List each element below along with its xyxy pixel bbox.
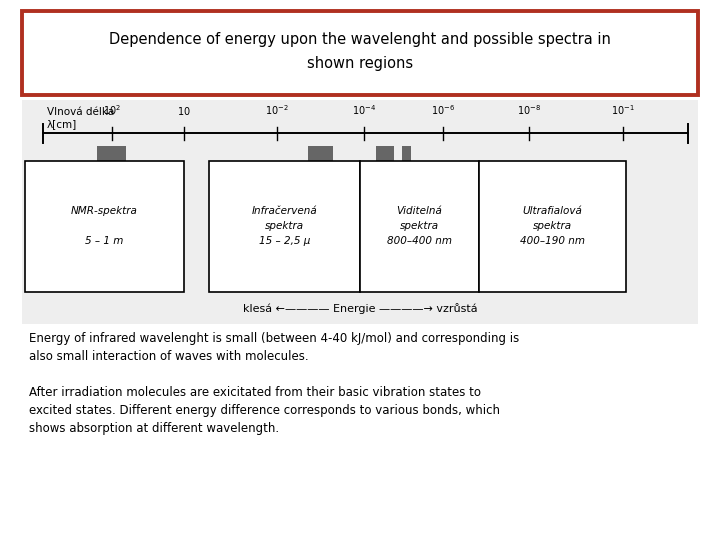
Text: klesá ←———— Energie ————→ vzrůstá: klesá ←———— Energie ————→ vzrůstá (243, 303, 477, 314)
Text: $10^{-2}$: $10^{-2}$ (265, 103, 289, 117)
FancyBboxPatch shape (308, 146, 333, 161)
Text: Dependence of energy upon the wavelenght and possible spectra in: Dependence of energy upon the wavelenght… (109, 32, 611, 46)
Text: NMR-spektra

5 – 1 m: NMR-spektra 5 – 1 m (71, 206, 138, 246)
FancyBboxPatch shape (479, 161, 626, 292)
FancyBboxPatch shape (209, 161, 360, 292)
Text: shown regions: shown regions (307, 56, 413, 71)
FancyBboxPatch shape (97, 146, 126, 161)
Text: Ultrafialová
spektra
400–190 nm: Ultrafialová spektra 400–190 nm (520, 206, 585, 246)
Text: Viditelná
spektra
800–400 nm: Viditelná spektra 800–400 nm (387, 206, 452, 246)
Text: $10^{-8}$: $10^{-8}$ (517, 103, 541, 117)
Text: Energy of infrared wavelenght is small (between 4-40 kJ/mol) and corresponding i: Energy of infrared wavelenght is small (… (29, 332, 519, 363)
Text: $10^{-1}$: $10^{-1}$ (611, 103, 635, 117)
Text: Infračervená
spektra
15 – 2,5 µ: Infračervená spektra 15 – 2,5 µ (251, 206, 318, 246)
FancyBboxPatch shape (22, 11, 698, 94)
FancyBboxPatch shape (402, 146, 412, 161)
Text: After irradiation molecules are exicitated from their basic vibration states to
: After irradiation molecules are exicitat… (29, 386, 500, 435)
FancyBboxPatch shape (360, 161, 479, 292)
Text: $10^{-4}$: $10^{-4}$ (351, 103, 376, 117)
Text: $10$: $10$ (176, 105, 191, 117)
Text: λ[cm]: λ[cm] (47, 119, 77, 129)
FancyBboxPatch shape (377, 146, 395, 161)
Text: $10^{-6}$: $10^{-6}$ (431, 103, 455, 117)
FancyBboxPatch shape (22, 100, 698, 324)
Text: Vlnová délka: Vlnová délka (47, 107, 114, 117)
Text: $10^{2}$: $10^{2}$ (102, 103, 121, 117)
FancyBboxPatch shape (25, 161, 184, 292)
